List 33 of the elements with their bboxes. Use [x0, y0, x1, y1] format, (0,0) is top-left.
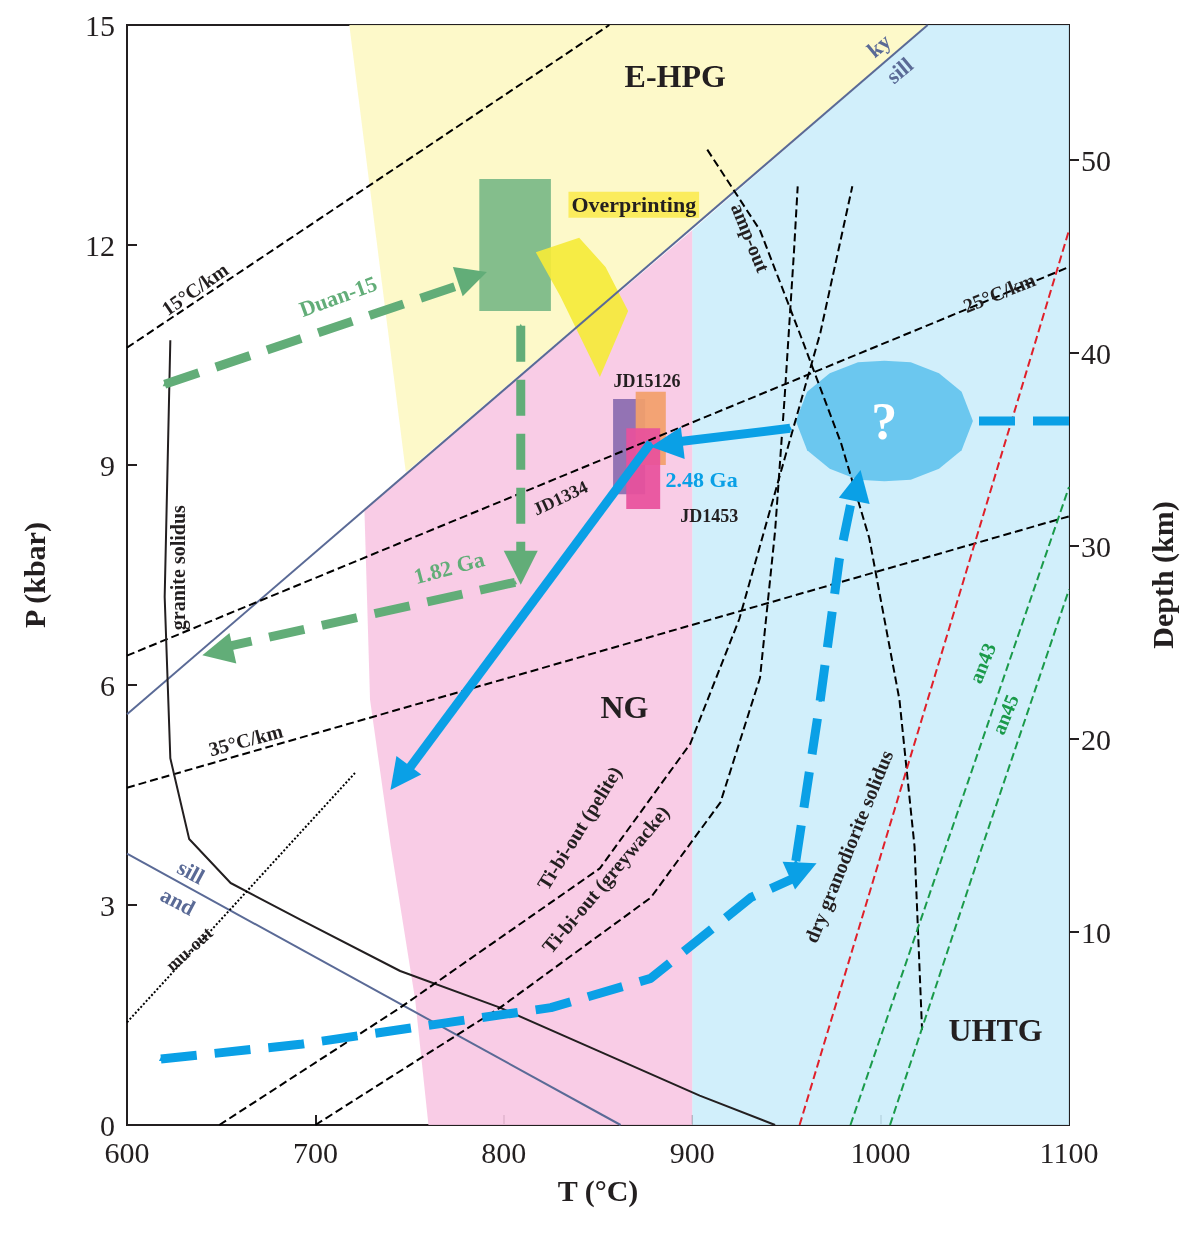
- y-tick-label: 15: [85, 8, 115, 42]
- annotation: E-HPG: [624, 58, 727, 95]
- y-tick-label: 9: [100, 448, 115, 482]
- annotation: ky: [861, 28, 896, 63]
- y2-tick-label: 30: [1081, 529, 1111, 563]
- annotation: Overprinting: [571, 192, 697, 218]
- y2-axis-title: Depth (km): [1145, 501, 1180, 649]
- annotation: JD1453: [680, 506, 739, 527]
- x-tick-label: 800: [481, 1135, 527, 1169]
- y2-tick-label: 50: [1081, 143, 1111, 177]
- y-axis-title: P (kbar): [17, 522, 52, 628]
- x-tick-label: 900: [669, 1135, 715, 1169]
- annotation: 35°C/km: [206, 719, 286, 761]
- annotation: an43: [964, 639, 1001, 687]
- annotation: ?: [871, 392, 898, 450]
- annotation: JD15126: [613, 370, 681, 391]
- annotation: 1.82 Ga: [411, 546, 488, 590]
- y2-tick-label: 10: [1081, 915, 1111, 949]
- annotation: 2.48 Ga: [665, 467, 738, 493]
- y-tick-label: 6: [100, 668, 115, 702]
- x-axis-title: T (°C): [557, 1173, 639, 1208]
- y-tick-label: 3: [100, 888, 115, 922]
- annotation: UHTG: [948, 1011, 1043, 1048]
- y2-tick-label: 20: [1081, 722, 1111, 756]
- annotation: an45: [987, 691, 1023, 738]
- annotation: sill: [173, 854, 209, 890]
- x-tick-label: 1100: [1039, 1135, 1099, 1169]
- annotation: NG: [600, 689, 649, 725]
- y2-tick-label: 40: [1081, 336, 1111, 370]
- x-tick-label: 1000: [850, 1135, 911, 1169]
- y-tick-label: 12: [85, 228, 115, 262]
- x-tick-label: 700: [292, 1135, 338, 1169]
- annotation: granite solidus: [166, 504, 190, 631]
